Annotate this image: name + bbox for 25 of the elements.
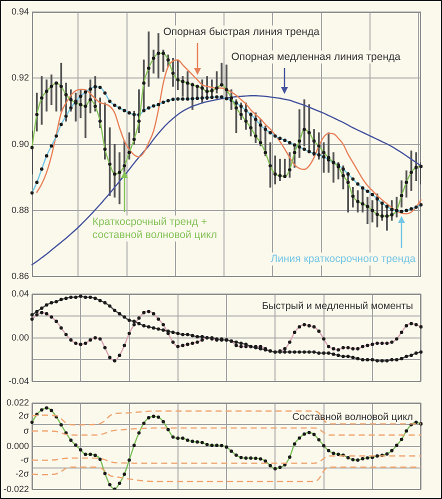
line-series (31, 427, 422, 436)
line-series (31, 410, 422, 426)
line-series (31, 95, 422, 266)
line-series (31, 466, 422, 482)
y-tick-label: 0.94 (11, 6, 29, 16)
y-tick-label: 0.92 (11, 72, 29, 83)
text: Краткосрочный тренд + составной волновой цикл (92, 216, 218, 241)
y-tick-label: 0.00 (11, 332, 29, 342)
y-tick-label: 0.86 (11, 271, 29, 282)
series-label: 2σ (18, 410, 30, 420)
series-label: σ (23, 426, 30, 436)
text: Линия краткосрочного тренда (270, 252, 416, 265)
y-tick-label: 0.000 (6, 440, 29, 451)
text: Опорная быстрая линия тренда (163, 26, 320, 38)
y-tick-label: 0.88 (11, 204, 29, 215)
y-tick-label: 0.90 (11, 138, 29, 149)
text: Составной волновой цикл (292, 412, 414, 423)
y-tick-label: -0.022 (3, 484, 29, 494)
series-label: -2σ (15, 468, 30, 479)
text: Опорная медленная линия тренда (231, 50, 401, 63)
y-tick-label: 0.04 (11, 288, 29, 298)
text: Быстрый и медленный моменты (262, 300, 413, 312)
y-tick-label: -0.04 (8, 376, 29, 386)
y-tick-label: 0.022 (6, 397, 29, 408)
series-label: -σ (20, 454, 30, 465)
